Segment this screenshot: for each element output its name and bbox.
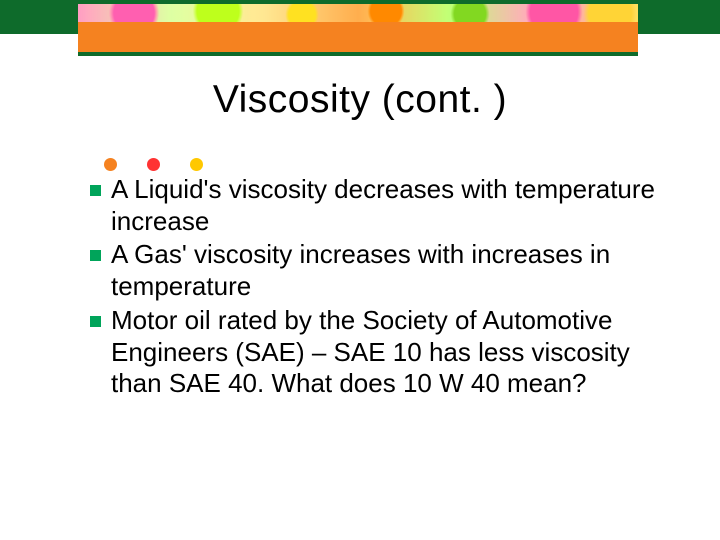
- bullet-text: A Liquid's viscosity decreases with temp…: [111, 174, 660, 237]
- bullet-icon: [90, 185, 101, 196]
- band-orange: [78, 22, 638, 52]
- accent-dot-icon: [147, 158, 160, 171]
- slide: Viscosity (cont. ) A Liquid's viscosity …: [0, 0, 720, 540]
- band-underline: [78, 52, 638, 56]
- bullet-text: A Gas' viscosity increases with increase…: [111, 239, 660, 302]
- band-decorative-image: [78, 4, 638, 22]
- list-item: Motor oil rated by the Society of Automo…: [90, 305, 660, 400]
- accent-dot-icon: [190, 158, 203, 171]
- slide-title: Viscosity (cont. ): [0, 78, 720, 122]
- bullet-list: A Liquid's viscosity decreases with temp…: [90, 174, 660, 402]
- list-item: A Liquid's viscosity decreases with temp…: [90, 174, 660, 237]
- accent-dots: [104, 158, 203, 171]
- accent-dot-icon: [104, 158, 117, 171]
- list-item: A Gas' viscosity increases with increase…: [90, 239, 660, 302]
- header-band: [0, 0, 720, 34]
- bullet-icon: [90, 316, 101, 327]
- bullet-icon: [90, 250, 101, 261]
- bullet-text: Motor oil rated by the Society of Automo…: [111, 305, 660, 400]
